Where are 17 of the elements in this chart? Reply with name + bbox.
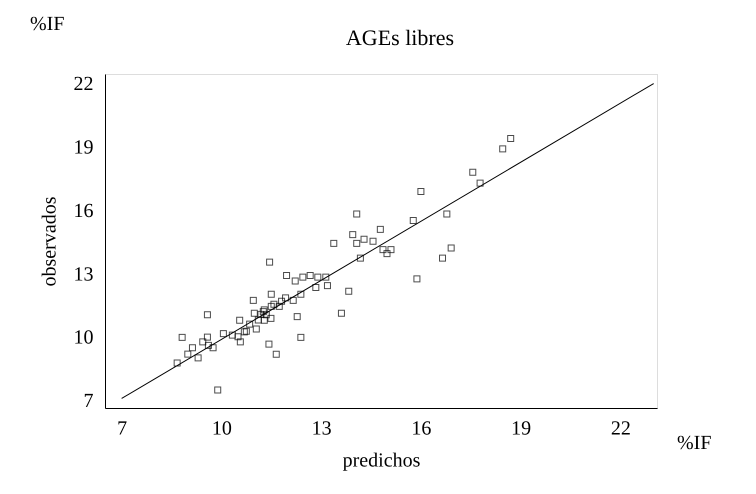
x-tick-label: 22: [610, 418, 631, 440]
x-tick-label: 19: [511, 418, 532, 440]
text: %IF: [30, 13, 64, 35]
y-tick-label: 22: [74, 73, 94, 96]
y-tick-label: 19: [74, 136, 94, 158]
chart-title: AGEs libres: [346, 25, 454, 50]
y-tick-label: 10: [74, 326, 94, 349]
y-tick-label: 16: [74, 200, 94, 222]
text: %IF: [677, 432, 712, 454]
y-tick-label: 7: [84, 390, 94, 412]
y-tick-label: 13: [74, 263, 94, 286]
x-tick-label: 7: [117, 418, 128, 440]
x-tick-label: 16: [411, 418, 432, 440]
x-tick-label: 13: [312, 418, 332, 440]
y-axis-title: observados: [38, 196, 60, 286]
x-axis-title: predichos: [342, 450, 421, 472]
x-tick-label: 10: [212, 418, 232, 440]
